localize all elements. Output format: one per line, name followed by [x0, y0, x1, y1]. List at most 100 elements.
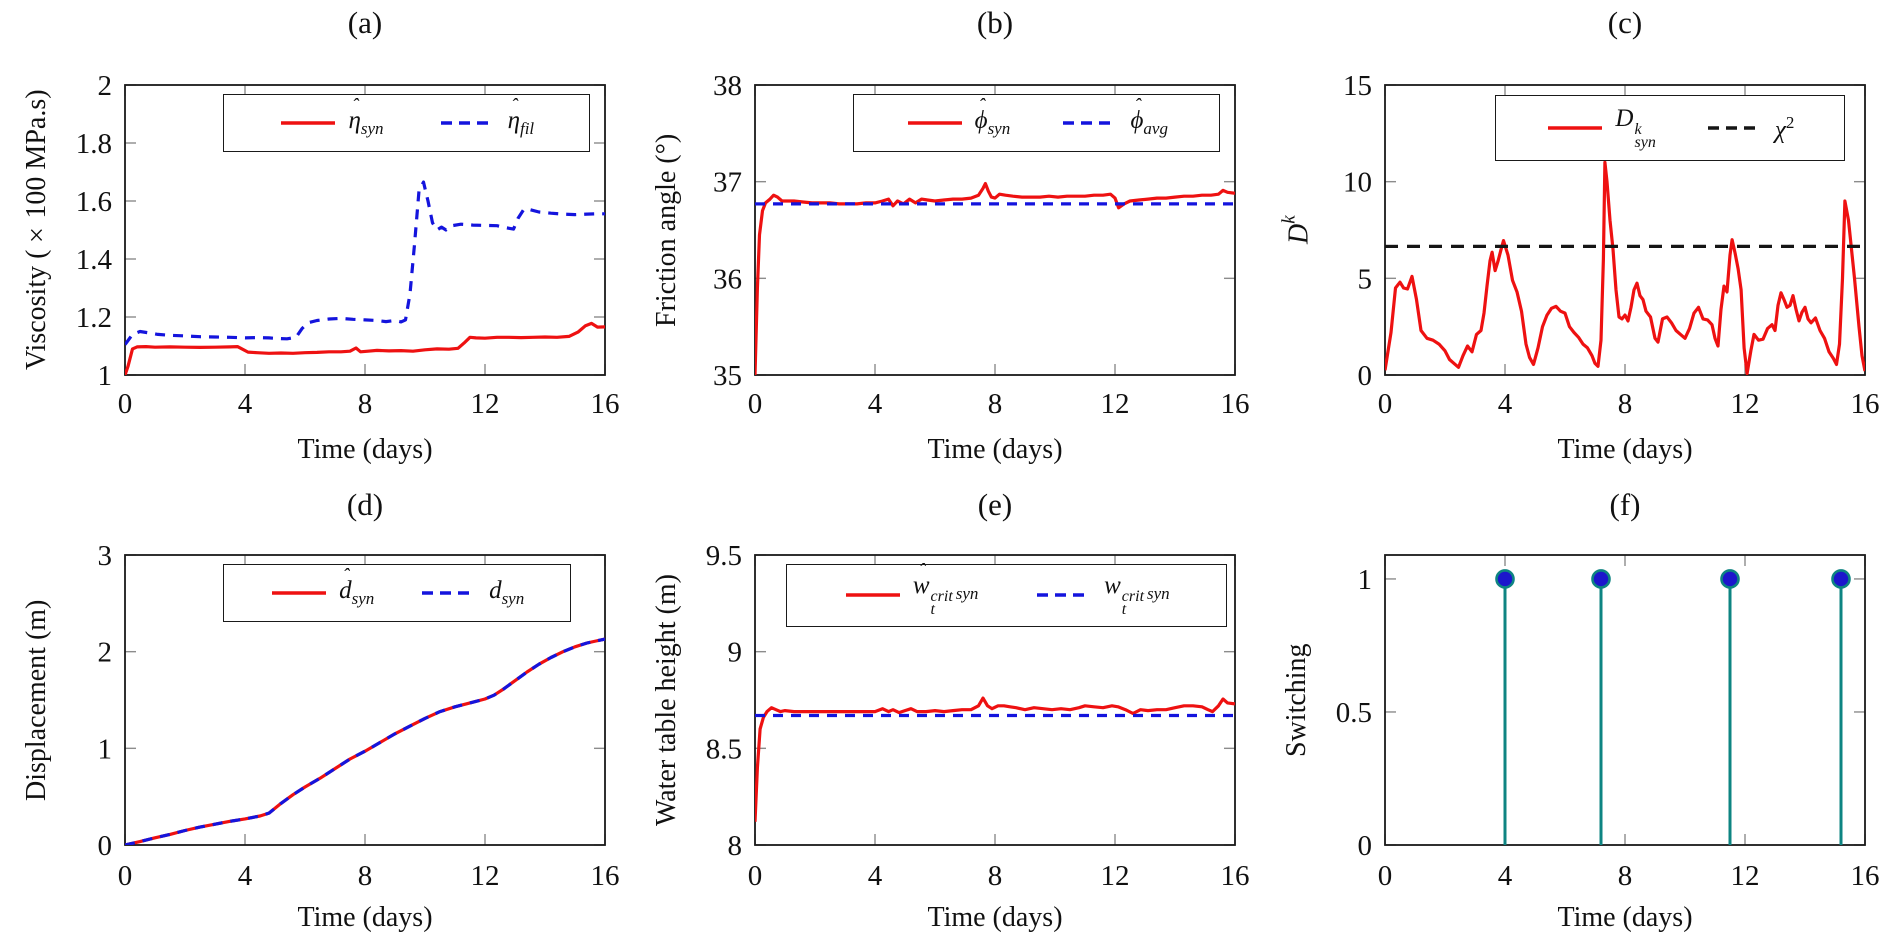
plot-area: 0 4 8 12 16 1 1.2 1.4 1.6 1.8 2 — [76, 70, 620, 420]
legend-entry: χ2 — [1706, 112, 1795, 144]
legend-line-sample — [422, 591, 477, 595]
x-axis-label: Time (days) — [927, 434, 1063, 465]
chart-title: (e) — [977, 487, 1013, 522]
y-tick-label: 10 — [1343, 167, 1372, 199]
x-tick-label: 12 — [1731, 388, 1760, 420]
legend-line-sample — [1063, 121, 1118, 125]
legend-line-sample — [1548, 126, 1603, 130]
x-tick-label: 0 — [118, 860, 133, 892]
axis-frame — [124, 84, 606, 376]
plot-area: 0 4 8 12 16 35 36 37 38 — [713, 70, 1250, 420]
plot-area: 0 4 8 12 16 8 8.5 9 9.5 — [706, 540, 1250, 892]
x-axis-label: Time (days) — [927, 902, 1063, 933]
chart-title: (a) — [347, 5, 383, 40]
legend-entry: ˆ ηsyn — [279, 97, 384, 137]
x-tick-label: 16 — [591, 860, 620, 892]
legend-label: ˆ w crit t syn — [912, 561, 979, 619]
y-tick-label: 8 — [728, 830, 743, 862]
y-tick-label: 1.2 — [76, 302, 112, 334]
axis-frame — [1384, 84, 1866, 376]
y-tick-label: 2 — [98, 637, 113, 669]
legend-line-sample — [281, 121, 336, 125]
x-tick-label: 16 — [1851, 860, 1880, 892]
y-tick-label: 0 — [98, 830, 113, 862]
axis-frame — [124, 554, 606, 846]
axis-frame — [754, 84, 1236, 376]
y-tick-label: 1.6 — [76, 186, 112, 218]
x-axis-label: Time (days) — [1557, 902, 1693, 933]
y-tick-label: 37 — [713, 167, 742, 199]
x-tick-label: 0 — [118, 388, 133, 420]
plot-area: 0 4 8 12 16 0 5 10 15 — [1343, 70, 1880, 420]
legend-entry: ˆ ηfil — [439, 97, 534, 137]
y-tick-label: 0 — [1358, 830, 1373, 862]
legend-line-sample — [845, 593, 900, 597]
y-tick-label: 35 — [713, 360, 742, 392]
y-tick-label: 1.4 — [76, 244, 113, 276]
x-tick-label: 4 — [868, 388, 883, 420]
series-eta_hat_fil — [125, 180, 605, 346]
axis-frame — [754, 554, 1236, 846]
x-tick-label: 12 — [1731, 860, 1760, 892]
series-D_k_syn — [1385, 160, 1865, 375]
y-tick-label: 9 — [728, 637, 743, 669]
plot-area: 0 4 8 12 16 0 0.5 1 — [1336, 554, 1880, 892]
x-tick-label: 0 — [748, 860, 763, 892]
stem-marker — [1591, 569, 1611, 589]
y-tick-label: 0 — [1358, 360, 1373, 392]
y-tick-label: 0.5 — [1336, 697, 1372, 729]
legend-line-sample — [1037, 593, 1092, 597]
y-tick-label: 1 — [1358, 564, 1373, 596]
legend-label: ˆ ϕsyn — [974, 96, 1011, 139]
legend-label: ˆ ϕavg — [1130, 96, 1168, 139]
legend-entry: dsyn — [420, 578, 524, 607]
legend-line-sample — [907, 121, 962, 125]
legend-line-sample — [1707, 126, 1762, 130]
x-tick-label: 16 — [1221, 860, 1250, 892]
x-tick-label: 16 — [1221, 388, 1250, 420]
x-tick-label: 8 — [358, 860, 373, 892]
legend-entry: w crit t syn — [1035, 572, 1170, 619]
y-tick-label: 5 — [1358, 263, 1373, 295]
x-tick-label: 4 — [238, 388, 253, 420]
y-tick-label: 9.5 — [706, 540, 742, 572]
stem-marker — [1495, 569, 1515, 589]
chart-title: (c) — [1607, 5, 1643, 40]
x-tick-label: 8 — [988, 860, 1003, 892]
x-tick-label: 12 — [1101, 860, 1130, 892]
y-tick-label: 3 — [98, 540, 113, 572]
legend-label: χ2 — [1774, 112, 1795, 144]
x-tick-label: 8 — [988, 388, 1003, 420]
y-tick-label: 1.8 — [76, 128, 112, 160]
y-tick-label: 1 — [98, 733, 113, 765]
legend-label: dsyn — [489, 577, 525, 609]
legend-label: w crit t syn — [1104, 572, 1170, 619]
legend-line-sample — [272, 591, 327, 595]
series-d_syn — [125, 637, 605, 845]
chart-title: (b) — [976, 5, 1014, 40]
subplot-f: (f) Switching 0 4 8 12 16 0 0.5 1 Time (days) — [1260, 470, 1892, 947]
series-d_hat_syn — [125, 637, 605, 845]
y-tick-label: 38 — [713, 70, 742, 102]
x-tick-label: 8 — [358, 388, 373, 420]
x-tick-label: 4 — [1498, 388, 1513, 420]
x-tick-label: 0 — [1378, 860, 1393, 892]
series-eta_hat_syn — [125, 321, 605, 375]
subplot-e: (e) Water table height (m) 0 4 8 12 16 8 8.5 9 9… — [630, 470, 1260, 947]
axis-frame — [1384, 554, 1866, 846]
x-tick-label: 4 — [868, 860, 883, 892]
series-w_hat_crit_syn — [755, 696, 1235, 822]
legend-entry: ˆ dsyn — [270, 566, 375, 609]
subplot-b: (b) Friction angle (°) 0 4 8 12 16 35 36 37 38 T… — [630, 0, 1260, 470]
legend: ˆ ηsyn ˆ ηfil — [223, 93, 591, 153]
legend-entry: ˆ ϕsyn — [906, 96, 1011, 139]
subplot-d: (d) Displacement (m) 0 4 8 12 16 0 1 2 3 Time (d… — [0, 470, 630, 947]
legend: ˆ w crit t syn w crit t syn — [786, 561, 1228, 627]
legend: ˆ dsyn dsyn — [223, 563, 571, 623]
legend-label: ˆ dsyn — [339, 566, 375, 609]
x-tick-label: 12 — [471, 388, 500, 420]
legend-line-sample — [440, 121, 495, 125]
